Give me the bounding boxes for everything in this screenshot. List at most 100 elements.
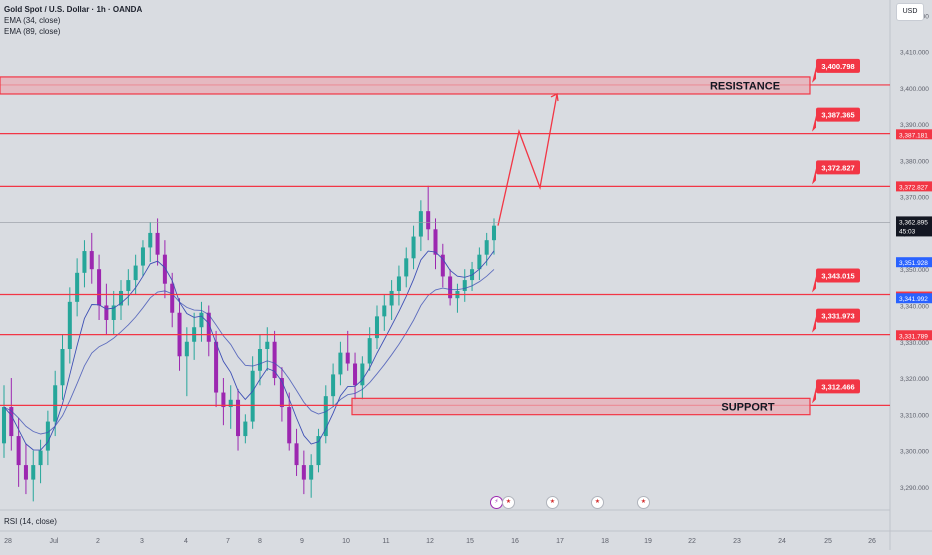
- candle: [104, 305, 109, 320]
- level-tag-label: 3,331.973: [821, 312, 854, 321]
- candle: [184, 341, 189, 357]
- level-tag[interactable]: [816, 308, 860, 323]
- candle: [111, 305, 116, 320]
- candle: [411, 236, 416, 259]
- candle: [1, 407, 7, 444]
- price-axis-tag: [896, 293, 932, 304]
- level-tag-pointer: [812, 276, 816, 293]
- candle: [404, 258, 409, 277]
- candle: [16, 436, 21, 466]
- candle: [374, 316, 379, 339]
- price-tick-label: 3,380.000: [900, 158, 929, 165]
- level-tag-label: 3,400.798: [821, 62, 854, 71]
- us-flag-icon[interactable]: ★: [591, 496, 604, 509]
- candle: [389, 290, 394, 306]
- candle: [426, 211, 431, 230]
- price-tick-label: 3,320.000: [900, 376, 929, 383]
- candle: [140, 247, 145, 266]
- level-tag-label: 3,387.365: [821, 111, 854, 120]
- candle: [265, 341, 270, 350]
- candle: [331, 374, 336, 397]
- candle: [31, 465, 36, 480]
- candle: [126, 280, 131, 291]
- time-tick-label: 7: [226, 538, 230, 545]
- candle: [206, 312, 211, 342]
- time-tick-label: 19: [644, 538, 652, 545]
- price-axis-tag: [896, 330, 932, 341]
- candle: [491, 225, 497, 241]
- price-axis-tag: [896, 129, 932, 140]
- us-flag-icon[interactable]: ★: [546, 496, 559, 509]
- candle: [89, 251, 94, 270]
- candle: [287, 407, 292, 444]
- candle: [133, 265, 138, 281]
- ema-layer: [3, 250, 495, 451]
- price-axis-tag-label: 3,351.928: [899, 260, 928, 267]
- resistance-zone[interactable]: [0, 76, 811, 95]
- support-label: SUPPORT: [721, 402, 774, 414]
- candle: [301, 465, 306, 480]
- countdown-label: 45:03: [899, 228, 916, 235]
- time-tick-label: Jul: [50, 538, 59, 545]
- candle: [257, 349, 262, 371]
- candle: [38, 450, 43, 466]
- candle: [250, 370, 255, 422]
- candle: [440, 254, 445, 277]
- price-axis-tag-label: 3,387.181: [899, 132, 928, 139]
- candle: [236, 399, 241, 437]
- candle: [338, 352, 343, 375]
- chart-legend: Gold Spot / U.S. Dollar · 1h · OANDA EMA…: [4, 4, 142, 37]
- price-axis-tag: [896, 181, 932, 192]
- last-price-tag[interactable]: [896, 216, 932, 237]
- candle: [97, 269, 102, 306]
- candle: [199, 312, 204, 328]
- candle: [53, 385, 58, 422]
- time-tick-label: 4: [184, 538, 188, 545]
- ema-89-label[interactable]: EMA (89, close): [4, 27, 61, 36]
- time-tick-label: 3: [140, 538, 144, 545]
- candle: [418, 211, 423, 237]
- time-tick-label: 2: [96, 538, 100, 545]
- candle: [433, 229, 438, 255]
- us-flag-icon[interactable]: ★: [637, 496, 650, 509]
- level-tag-label: 3,372.827: [821, 163, 854, 172]
- candle: [82, 251, 87, 273]
- support-zone[interactable]: [351, 397, 811, 416]
- us-flag-icon[interactable]: ★: [502, 496, 515, 509]
- price-tick-label: 3,410.000: [900, 50, 929, 57]
- price-tick-label: 3,390.000: [900, 122, 929, 129]
- candle: [214, 341, 219, 393]
- candle: [323, 396, 328, 437]
- candle: [396, 276, 401, 291]
- candle: [75, 272, 80, 302]
- rsi-pane-label[interactable]: RSI (14, close): [4, 517, 57, 526]
- ema-34-label[interactable]: EMA (34, close): [4, 16, 61, 25]
- ema-34-line: [3, 250, 495, 451]
- candle: [477, 254, 482, 270]
- level-tag[interactable]: [816, 160, 860, 175]
- last-price-label: 3,362.895: [899, 219, 928, 226]
- candle: [367, 338, 372, 364]
- time-tick-label: 8: [258, 538, 262, 545]
- price-tick-label: 3,330.000: [900, 340, 929, 347]
- time-tick-label: 26: [868, 538, 876, 545]
- price-axis: 3,420.0003,410.0003,400.0003,390.0003,38…: [0, 13, 932, 492]
- time-tick-label: 24: [778, 538, 786, 545]
- level-tag[interactable]: [816, 107, 860, 122]
- level-tag[interactable]: [816, 58, 860, 73]
- level-tag[interactable]: [816, 268, 860, 283]
- projection-layer: [497, 92, 559, 226]
- projection-path[interactable]: [497, 93, 558, 226]
- currency-button[interactable]: USD: [896, 3, 924, 21]
- resistance-label: RESISTANCE: [710, 80, 780, 92]
- level-tag[interactable]: [816, 379, 860, 394]
- ema-89-line: [3, 269, 495, 435]
- time-tick-label: 11: [382, 538, 389, 545]
- candle: [9, 407, 14, 437]
- symbol-title: Gold Spot / U.S. Dollar · 1h · OANDA: [4, 5, 143, 14]
- candle: [462, 280, 467, 291]
- candle: [221, 392, 226, 408]
- time-tick-label: 16: [511, 538, 519, 545]
